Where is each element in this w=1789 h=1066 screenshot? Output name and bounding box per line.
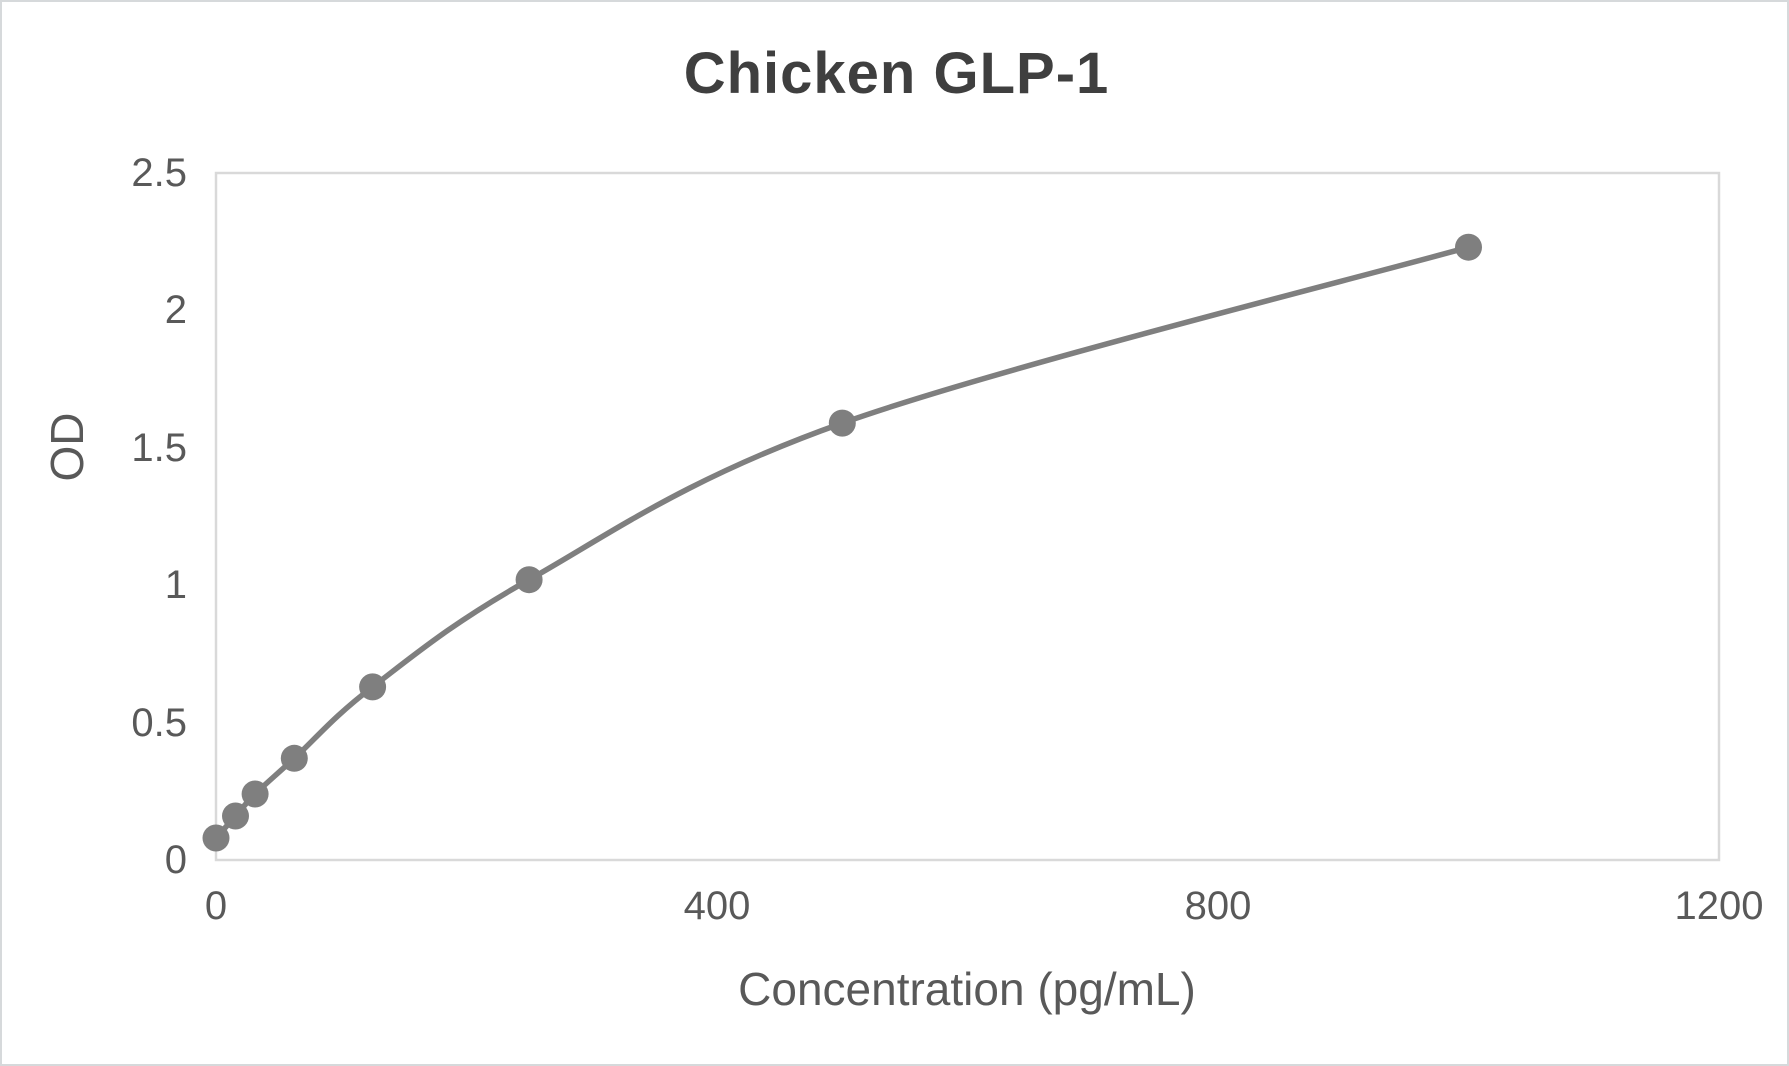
x-tick-label: 0 xyxy=(204,884,228,928)
y-tick-label: 0 xyxy=(164,838,187,882)
data-point-marker xyxy=(515,566,543,594)
data-point-marker xyxy=(1455,233,1482,261)
data-point-marker xyxy=(241,780,269,808)
y-axis-title: OD xyxy=(41,412,93,482)
curve-series xyxy=(213,244,1472,841)
data-point-marker xyxy=(828,409,856,437)
plot-area-border xyxy=(214,171,1721,862)
x-tick-label: 400 xyxy=(683,884,751,928)
data-point-marker xyxy=(202,824,230,852)
y-tick-label: 0.5 xyxy=(131,700,187,745)
x-tick-label: 800 xyxy=(1184,884,1252,928)
y-tick-label: 2.5 xyxy=(131,151,187,195)
x-tick-label: 1200 xyxy=(1674,884,1764,928)
y-tick-label: 1 xyxy=(164,563,187,608)
data-point-marker xyxy=(222,802,249,830)
y-tick-label: 2 xyxy=(164,288,187,333)
data-point-marker xyxy=(359,673,387,701)
data-point-marker xyxy=(280,744,308,772)
chart-title: Chicken GLP-1 xyxy=(683,41,1110,106)
y-tick-label: 1.5 xyxy=(131,425,187,470)
x-axis-title: Concentration (pg/mL) xyxy=(738,963,1196,1015)
